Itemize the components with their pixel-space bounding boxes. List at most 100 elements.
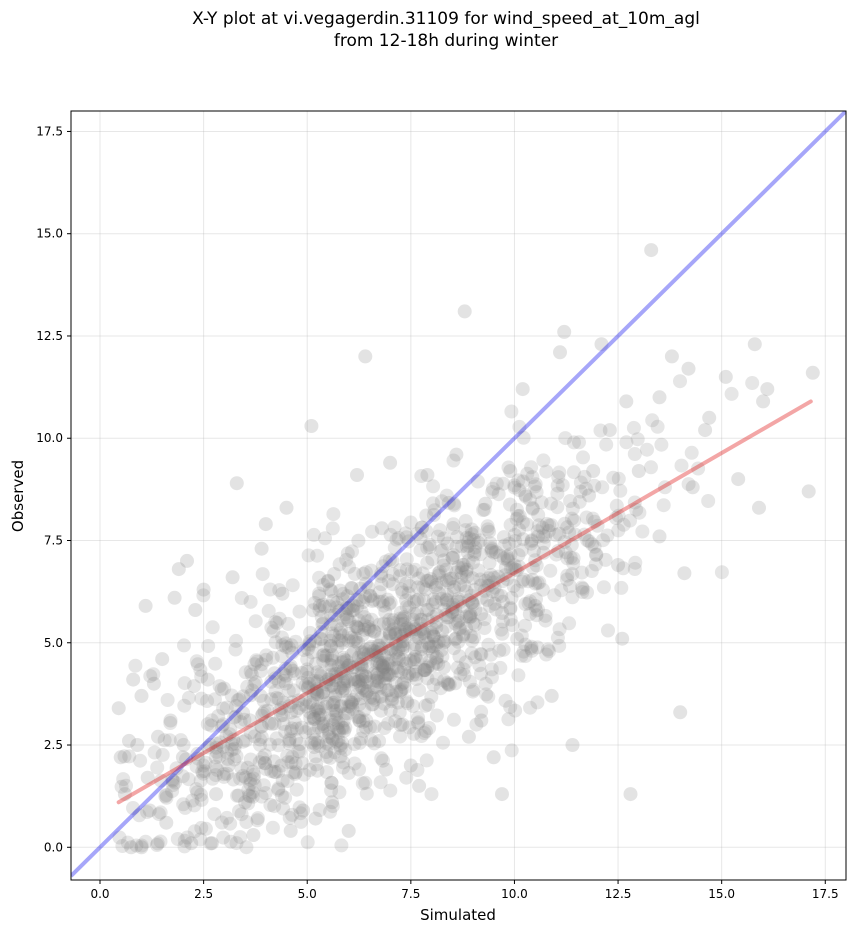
- scatter-point: [442, 575, 456, 590]
- scatter-point: [201, 740, 216, 755]
- scatter-point: [239, 815, 254, 829]
- scatter-point: [588, 557, 603, 572]
- scatter-point: [415, 622, 429, 637]
- scatter-point: [336, 721, 351, 735]
- scatter-point: [552, 526, 567, 541]
- scatter-point: [297, 767, 312, 782]
- scatter-point: [465, 595, 480, 610]
- scatter-point: [445, 600, 460, 615]
- scatter-point: [326, 695, 340, 710]
- scatter-point: [489, 602, 504, 617]
- scatter-point: [366, 592, 381, 607]
- scatter-point: [289, 703, 304, 718]
- scatter-point: [366, 697, 380, 712]
- scatter-point: [246, 764, 260, 779]
- scatter-point: [323, 582, 337, 597]
- scatter-point: [404, 624, 419, 639]
- scatter-point: [355, 668, 370, 683]
- scatter-point: [448, 602, 463, 617]
- scatter-point: [418, 698, 433, 713]
- scatter-point: [539, 464, 554, 479]
- scatter-point: [208, 768, 223, 783]
- scatter-point: [406, 612, 421, 627]
- scatter-point: [226, 772, 241, 787]
- scatter-point: [214, 719, 229, 734]
- scatter-point: [363, 589, 378, 604]
- scatter-point: [393, 729, 407, 744]
- scatter-point: [627, 447, 642, 461]
- scatter-point: [216, 739, 231, 754]
- scatter-point: [397, 662, 411, 677]
- scatter-point: [338, 671, 353, 686]
- scatter-point: [355, 673, 370, 688]
- scatter-point: [630, 432, 645, 447]
- scatter-point: [285, 645, 300, 660]
- scatter-point: [587, 539, 602, 554]
- scatter-point: [431, 634, 446, 649]
- scatter-point: [289, 721, 304, 736]
- scatter-point: [466, 682, 481, 697]
- scatter-point: [378, 605, 393, 620]
- scatter-point: [455, 629, 470, 643]
- scatter-point: [238, 665, 253, 680]
- scatter-point: [331, 659, 346, 674]
- scatter-point: [375, 594, 390, 609]
- scatter-point: [478, 676, 493, 691]
- scatter-point: [165, 772, 180, 787]
- scatter-point: [376, 655, 391, 670]
- scatter-point: [411, 716, 425, 731]
- scatter-point: [587, 514, 602, 529]
- scatter-point: [263, 798, 278, 812]
- scatter-point: [420, 671, 435, 686]
- scatter-point: [257, 704, 272, 719]
- scatter-point: [325, 795, 340, 810]
- scatter-point: [377, 721, 392, 736]
- scatter-point: [550, 486, 565, 501]
- scatter-point: [292, 604, 307, 619]
- scatter-point: [241, 782, 256, 797]
- scatter-point: [446, 453, 461, 468]
- scatter-point: [551, 470, 566, 485]
- scatter-point: [301, 548, 316, 563]
- scatter-point: [445, 604, 460, 619]
- scatter-point: [418, 662, 433, 677]
- scatter-point: [358, 669, 373, 684]
- scatter-point: [292, 737, 307, 751]
- scatter-point: [272, 583, 287, 598]
- scatter-point: [534, 495, 549, 510]
- scatter-point: [181, 690, 196, 705]
- scatter-point: [314, 669, 329, 684]
- scatter-point: [195, 764, 210, 779]
- scatter-point: [425, 658, 440, 673]
- scatter-point: [358, 576, 373, 591]
- scatter-point: [339, 552, 354, 567]
- scatter-point: [204, 836, 219, 851]
- scatter-point: [525, 560, 540, 575]
- scatter-point: [168, 775, 183, 790]
- scatter-point: [536, 536, 551, 551]
- scatter-point: [341, 626, 356, 641]
- scatter-point: [351, 533, 366, 548]
- scatter-point: [286, 683, 301, 698]
- scatter-point: [336, 760, 350, 775]
- scatter-point: [190, 746, 205, 761]
- scatter-point: [335, 720, 349, 735]
- scatter-point: [370, 649, 384, 664]
- scatter-point: [391, 649, 406, 664]
- scatter-point: [216, 701, 231, 716]
- scatter-point: [205, 771, 220, 786]
- scatter-point: [410, 606, 425, 621]
- scatter-point: [281, 683, 296, 698]
- scatter-point: [276, 695, 291, 710]
- scatter-point: [302, 676, 317, 691]
- scatter-point: [760, 382, 775, 397]
- plot-frame: [70, 110, 847, 881]
- scatter-point: [292, 800, 307, 815]
- scatter-point: [495, 574, 510, 589]
- scatter-point: [310, 763, 325, 778]
- scatter-point: [356, 651, 371, 666]
- scatter-point: [361, 647, 376, 662]
- scatter-point: [254, 657, 269, 672]
- scatter-point: [336, 663, 351, 678]
